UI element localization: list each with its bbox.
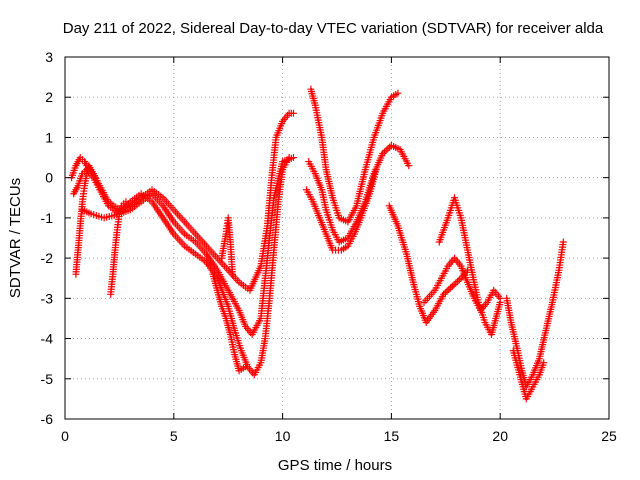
y-tick-label-4: -2 [41,250,54,266]
data-point-10-65 [443,287,451,295]
x-tick-label-0: 0 [61,428,69,444]
data-points [68,85,567,403]
x-tick-label-4: 20 [492,428,508,444]
x-tick-label-5: 25 [601,428,617,444]
series-track-1 [68,109,297,294]
data-point-10-69 [450,281,458,289]
y-tick-label-5: -1 [41,210,54,226]
data-point-8-78 [386,143,394,151]
series-track-4 [72,162,99,278]
data-point-13-97 [559,238,567,246]
series-track-11 [385,202,472,326]
data-point-6-39 [229,270,237,278]
y-tick-label-7: 1 [45,129,53,145]
y-tick-label-1: -5 [41,371,54,387]
data-point-10-72 [455,276,463,284]
series-track-5 [107,198,134,298]
data-point-10-71 [454,277,462,285]
data-point-3-50 [91,174,99,182]
data-point-8-90 [405,162,413,170]
y-axis-label: SDTVAR / TECUs [7,178,24,298]
y-tick-label-2: -4 [41,331,54,347]
data-point-14-35 [540,359,548,367]
data-point-5-44 [242,363,250,371]
series-track-8 [307,85,402,226]
x-tick-label-1: 5 [170,428,178,444]
x-tick-label-2: 10 [275,428,291,444]
axis-ticks: 0 5 10 15 20 25 -6 -5 -4 -3 -2 -1 0 1 2 3 [41,49,617,444]
data-point-10-70 [452,279,460,287]
series-track-14 [503,238,567,391]
y-tick-label-0: -6 [41,411,54,427]
series-track-10 [303,166,380,254]
data-point-9-64 [372,166,380,174]
y-tick-label-6: 0 [45,170,53,186]
data-point-12-87 [496,298,504,306]
y-tick-label-8: 2 [45,89,53,105]
series-track-13 [435,194,504,339]
series-track-15 [509,347,548,403]
data-point-2-199 [285,154,293,162]
data-point-4-39 [126,202,134,210]
data-point-0-176 [289,109,297,117]
y-tick-label-3: -3 [41,290,54,306]
y-tick-label-9: 3 [45,49,53,65]
data-point-8-76 [382,146,390,154]
data-point-7-112 [394,89,402,97]
data-point-10-68 [448,282,456,290]
data-point-10-66 [445,285,453,293]
series-track-3 [78,154,293,379]
plot-frame [64,56,610,420]
x-axis-label: GPS time / hours [278,457,392,474]
data-point-10-67 [447,284,455,292]
series-track-12 [420,254,504,314]
chart-title: Day 211 of 2022, Sidereal Day-to-day VTE… [63,20,604,37]
series-track-7 [218,214,237,278]
x-tick-label-3: 15 [384,428,400,444]
series-track-6 [209,270,250,375]
